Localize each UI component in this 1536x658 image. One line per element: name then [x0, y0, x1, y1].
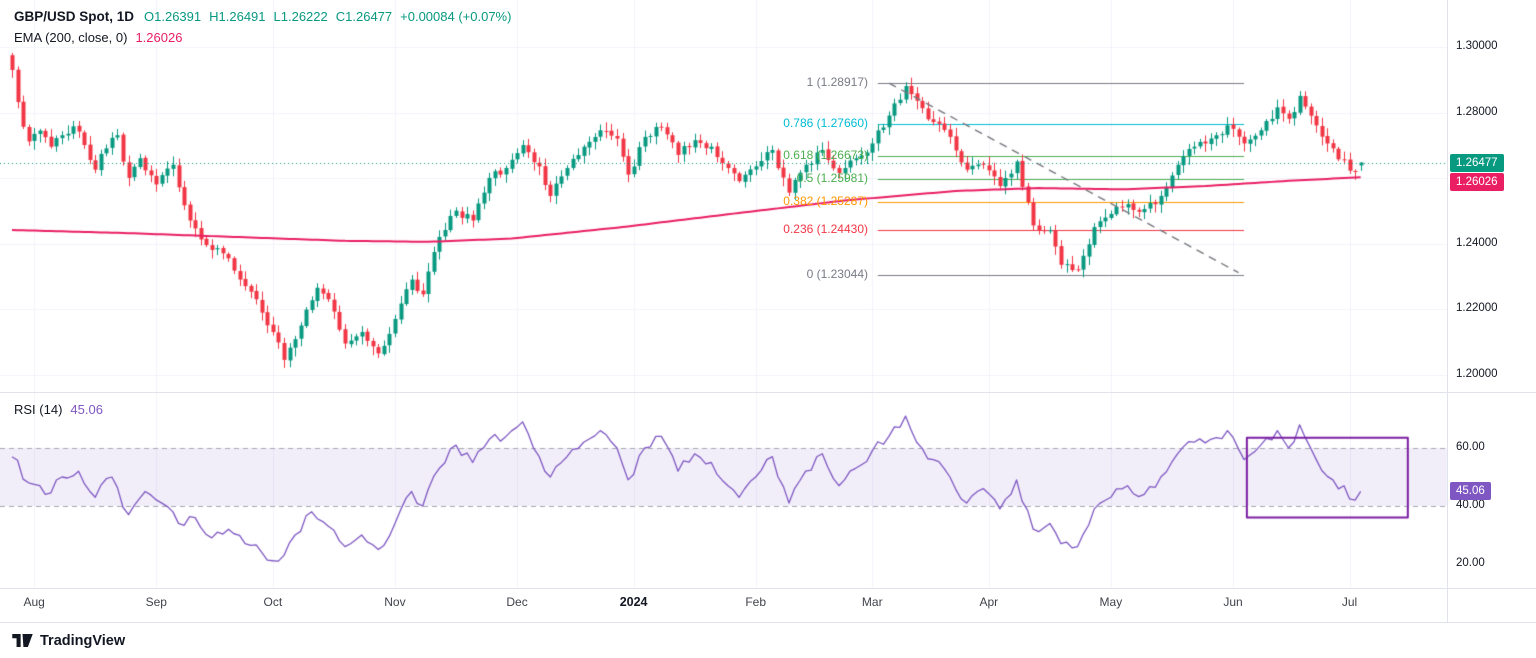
price-axis-label: 1.20000 [1456, 368, 1498, 380]
symbol-title[interactable]: GBP/USD Spot, 1D [14, 9, 135, 24]
fib-level-label: 0.618 (1.26673) [783, 148, 868, 163]
price-axis-label: 1.30000 [1456, 40, 1498, 52]
rsi-pane[interactable] [0, 392, 1447, 588]
price-axis-label: 1.24000 [1456, 236, 1498, 249]
ohlc-close: C1.26477 [335, 9, 393, 24]
rsi-value: 45.06 [70, 402, 103, 417]
symbol-legend[interactable]: GBP/USD Spot, 1D O1.26391 H1.26491 L1.26222… [14, 9, 519, 24]
pane-separator[interactable] [0, 392, 1536, 393]
time-axis-label: Oct [263, 595, 283, 609]
time-axis-label: Sep [145, 595, 167, 609]
price-axis-label: 1.28000 [1456, 105, 1498, 118]
ema-value: 1.26026 [135, 30, 183, 45]
rsi-label: RSI (14) [14, 402, 63, 417]
change-value: +0.00084 (+0.07%) [400, 9, 512, 24]
tradingview-logo[interactable]: TradingView [12, 633, 125, 649]
ema-price-badge: 1.26026 [1450, 172, 1504, 191]
fib-level-label: 0.382 (1.25287) [783, 193, 868, 208]
tradingview-logo-icon [12, 634, 33, 647]
rsi-axis-label: 60.00 [1456, 441, 1485, 453]
ohlc-low: L1.26222 [273, 9, 328, 24]
ohlc-high: H1.26491 [209, 9, 266, 24]
rsi-legend[interactable]: RSI (14) 45.06 [14, 402, 103, 417]
time-axis-label: May [1099, 595, 1123, 609]
last-price-badge: 1.26477 [1450, 153, 1504, 172]
fib-level-label: 0.236 (1.24430) [783, 221, 868, 236]
time-axis-label: 2024 [619, 595, 648, 609]
tradingview-wordmark: TradingView [40, 632, 126, 649]
time-axis-label: Mar [861, 595, 883, 609]
bottom-toolbar: TradingView [0, 623, 1536, 658]
fib-level-label: 1 (1.28917) [806, 74, 868, 89]
price-axis-separator [1447, 0, 1448, 622]
time-axis-label: Aug [23, 595, 45, 609]
time-axis-separator [0, 588, 1536, 589]
toolbar-separator [0, 622, 1536, 623]
time-axis-label: Jun [1223, 595, 1243, 609]
ema-label: EMA (200, close, 0) [14, 30, 128, 45]
fib-level-label: 0.5 (1.25981) [796, 170, 868, 185]
rsi-value-badge: 45.06 [1450, 482, 1491, 501]
time-axis-label: Feb [745, 595, 767, 609]
time-axis-label: Jul [1341, 595, 1358, 609]
ema-legend[interactable]: EMA (200, close, 0) 1.26026 [14, 30, 182, 45]
time-axis-label: Apr [979, 595, 999, 609]
price-axis-label: 1.22000 [1456, 302, 1498, 315]
time-axis-label: Nov [384, 595, 406, 609]
fib-level-label: 0 (1.23044) [806, 267, 868, 282]
ohlc-open: O1.26391 [144, 9, 202, 24]
fib-level-label: 0.786 (1.27660) [783, 115, 868, 130]
time-axis-label: Dec [506, 595, 528, 609]
rsi-axis-label: 20.00 [1456, 557, 1485, 569]
price-pane[interactable] [0, 0, 1447, 392]
rsi-axis-label: 40.00 [1456, 499, 1485, 511]
